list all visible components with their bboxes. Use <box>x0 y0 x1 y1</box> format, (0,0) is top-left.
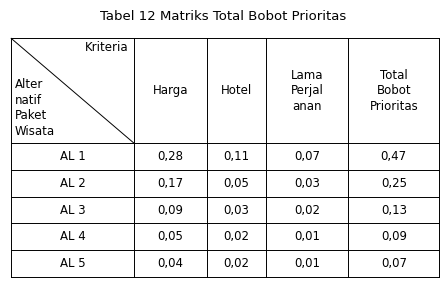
Text: 0,01: 0,01 <box>294 257 320 270</box>
Text: 0,03: 0,03 <box>224 204 250 217</box>
Text: Kriteria: Kriteria <box>85 41 129 54</box>
Text: 0,17: 0,17 <box>157 177 184 190</box>
Text: Lama
Perjal
anan: Lama Perjal anan <box>291 69 324 113</box>
Text: AL 3: AL 3 <box>60 204 86 217</box>
Text: Harga: Harga <box>153 84 188 97</box>
Text: 0,02: 0,02 <box>223 257 250 270</box>
Text: AL 5: AL 5 <box>60 257 86 270</box>
Text: Tabel 12 Matriks Total Bobot Prioritas: Tabel 12 Matriks Total Bobot Prioritas <box>100 10 346 23</box>
Text: 0,09: 0,09 <box>157 204 184 217</box>
Text: 0,28: 0,28 <box>157 150 184 163</box>
Text: 0,25: 0,25 <box>381 177 407 190</box>
Text: 0,05: 0,05 <box>224 177 250 190</box>
Text: 0,01: 0,01 <box>294 230 320 243</box>
Text: 0,05: 0,05 <box>157 230 183 243</box>
Text: AL 1: AL 1 <box>60 150 86 163</box>
Text: 0,47: 0,47 <box>381 150 407 163</box>
Text: AL 4: AL 4 <box>60 230 86 243</box>
Text: 0,02: 0,02 <box>223 230 250 243</box>
Text: AL 2: AL 2 <box>60 177 86 190</box>
Text: 0,07: 0,07 <box>381 257 407 270</box>
Text: 0,04: 0,04 <box>157 257 184 270</box>
Text: Total
Bobot
Prioritas: Total Bobot Prioritas <box>369 69 418 113</box>
Text: 0,13: 0,13 <box>381 204 407 217</box>
Text: 0,11: 0,11 <box>223 150 250 163</box>
Text: Hotel: Hotel <box>221 84 252 97</box>
Text: 0,07: 0,07 <box>294 150 320 163</box>
Text: 0,09: 0,09 <box>381 230 407 243</box>
Text: 0,02: 0,02 <box>294 204 320 217</box>
Text: 0,03: 0,03 <box>294 177 320 190</box>
Text: Alter
natif
Paket
Wisata: Alter natif Paket Wisata <box>15 78 55 138</box>
